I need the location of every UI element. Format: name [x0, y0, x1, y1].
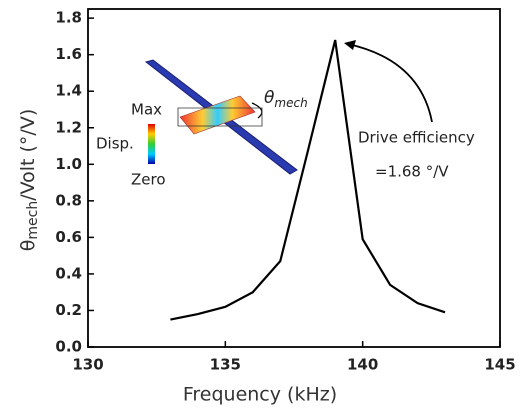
y-tick-label: 0.0: [55, 338, 82, 356]
x-tick-label: 145: [484, 356, 515, 374]
annotation-efficiency: =1.68 °/V: [375, 163, 449, 181]
theta-symbol: θ: [264, 88, 275, 108]
inset-device: [144, 59, 298, 175]
inset-disp: Disp.: [96, 135, 134, 153]
inset-max: Max: [131, 101, 162, 119]
y-label-symbol: θ: [17, 240, 39, 252]
y-axis-label: θmech/Volt (°/V): [17, 109, 42, 252]
x-axis-label: Frequency (kHz): [183, 384, 337, 406]
arrow-head: [344, 40, 356, 50]
y-tick-label: 1.6: [55, 45, 82, 63]
y-tick-label: 0.4: [55, 264, 82, 282]
y-tick-label: 1.8: [55, 9, 82, 27]
y-tick-label: 0.6: [55, 228, 82, 246]
y-tick-label: 0.8: [55, 191, 82, 209]
y-tick-label: 1.0: [55, 155, 82, 173]
y-tick-label: 0.2: [55, 301, 82, 319]
x-tick-label: 130: [72, 356, 103, 374]
plot-frame: [87, 8, 501, 348]
theta-sub: mech: [274, 96, 307, 110]
y-tick-label: 1.4: [55, 82, 82, 100]
inset-theta: θmech: [264, 88, 308, 110]
y-label-rest: /Volt (°/V): [17, 109, 39, 201]
inset-zero: Zero: [131, 171, 166, 189]
data-line: [170, 39, 446, 321]
x-tick-label: 140: [347, 356, 378, 374]
y-tick-label: 1.2: [55, 118, 82, 136]
annotation-drive: Drive efficiency: [358, 129, 475, 147]
x-tick-label: 135: [210, 356, 241, 374]
annotation-arrow: [347, 43, 433, 123]
y-label-sub: mech: [25, 201, 41, 240]
